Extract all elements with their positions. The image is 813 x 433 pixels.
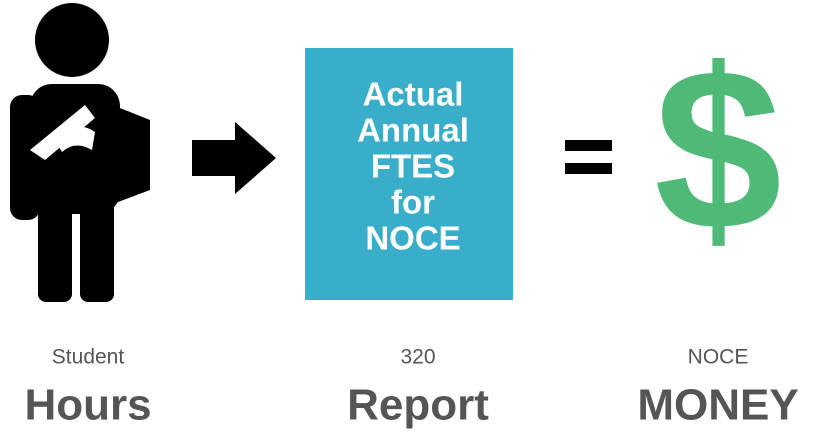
arrow bbox=[192, 122, 276, 194]
equals bbox=[565, 140, 612, 174]
caption-small: 320 bbox=[400, 346, 435, 369]
caption-small: Student bbox=[52, 346, 125, 369]
box-line: Annual bbox=[357, 112, 469, 149]
caption-big: MONEY bbox=[637, 381, 798, 430]
caption-small: NOCE bbox=[688, 346, 749, 369]
box-line: NOCE bbox=[365, 220, 460, 257]
box-line: Actual bbox=[363, 76, 464, 113]
student-icon bbox=[10, 3, 150, 302]
dollar-sign: $ bbox=[654, 21, 782, 278]
fte-box bbox=[305, 48, 513, 300]
box-line: for bbox=[391, 184, 435, 221]
caption-big: Hours bbox=[24, 381, 151, 430]
box-line: FTES bbox=[371, 148, 455, 185]
caption-big: Report bbox=[347, 381, 489, 430]
